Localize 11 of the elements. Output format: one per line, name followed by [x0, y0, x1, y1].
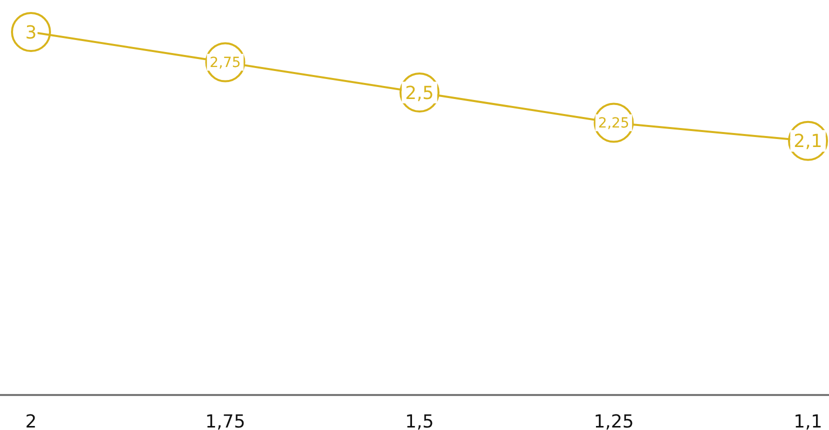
x-tick-label: 1,1 [794, 411, 822, 430]
data-label: 2,1 [794, 131, 822, 152]
x-tick-label: 2 [25, 411, 37, 430]
data-label: 3 [25, 22, 37, 44]
data-label: 2,25 [598, 116, 630, 132]
x-tick-label: 1,5 [405, 411, 434, 430]
data-label: 2,75 [210, 55, 241, 72]
x-tick-label: 1,75 [205, 411, 246, 430]
x-tick-label: 1,25 [594, 411, 634, 430]
data-label: 2,5 [405, 82, 434, 104]
point [11, 12, 51, 52]
